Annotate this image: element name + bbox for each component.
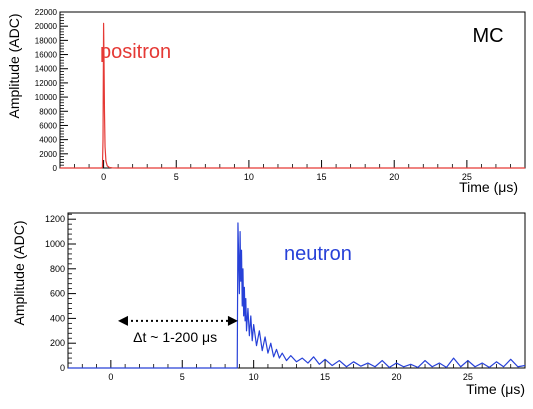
x-tick-label: 25 (463, 372, 473, 382)
x-tick-label: 5 (180, 372, 185, 382)
y-tick-label: 10000 (35, 93, 58, 102)
y-axis-title: Amplitude (ADC) (11, 220, 27, 325)
series-line (60, 22, 525, 169)
y-tick-label: 16000 (35, 51, 58, 60)
chart-panel-1: 0 2000 4000 6000 8000 10000 12000 14000 16000 180… (6, 8, 526, 195)
y-tick-label: 600 (50, 289, 65, 299)
x-tick-label: 20 (389, 172, 399, 182)
y-tick-label: 2000 (39, 150, 57, 159)
y-tick-label: 0 (53, 164, 58, 173)
x-axis-title: Time (μs) (466, 381, 525, 397)
x-tick-label: 20 (391, 372, 401, 382)
y-tick-label: 18000 (35, 36, 58, 45)
series-line (68, 222, 526, 369)
mc-label: MC (472, 25, 503, 47)
annotation-1: positron (100, 41, 171, 63)
x-tick-label: 0 (101, 172, 106, 182)
y-tick-label: 22000 (35, 8, 58, 17)
y-tick-label: 1000 (45, 239, 65, 249)
x-tick-label: 25 (462, 172, 472, 182)
y-tick-label: 4000 (39, 136, 57, 145)
y-tick-label: 8000 (39, 107, 57, 116)
annotation-1: neutron (284, 243, 352, 265)
y-tick-label: 0 (60, 363, 65, 373)
y-tick-label: 400 (50, 313, 65, 323)
y-tick-label: 200 (50, 338, 65, 348)
x-tick-label: 0 (108, 372, 113, 382)
y-tick-label: 800 (50, 264, 65, 274)
x-tick-label: 15 (320, 372, 330, 382)
annotation-2: Δt ~ 1-200 μs (133, 329, 217, 345)
y-tick-label: 20000 (35, 22, 58, 31)
y-tick-label: 6000 (39, 121, 57, 130)
plot-frame (59, 11, 526, 169)
y-tick-label: 12000 (35, 79, 58, 88)
y-axis-title: Amplitude (ADC) (6, 13, 22, 118)
x-axis-title: Time (μs) (459, 179, 518, 195)
y-tick-label: 14000 (35, 65, 58, 74)
x-tick-label: 5 (174, 172, 179, 182)
x-tick-label: 10 (249, 372, 259, 382)
x-tick-label: 15 (317, 172, 327, 182)
y-tick-label: 1200 (45, 214, 65, 224)
arrow-head-left (117, 315, 128, 326)
arrow-head-right (227, 315, 238, 326)
x-tick-label: 10 (244, 172, 254, 182)
